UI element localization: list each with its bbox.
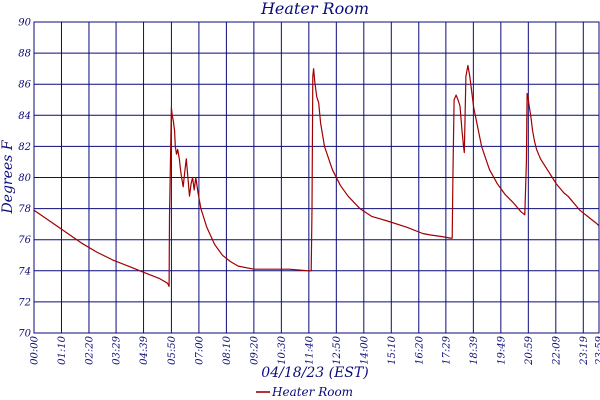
x-tick-label: 02:20	[84, 335, 95, 364]
x-tick-label: 17:29	[441, 335, 452, 364]
series-group	[33, 64, 600, 287]
y-tick-label: 76	[18, 235, 31, 246]
x-tick-label: 14:00	[359, 335, 370, 364]
y-tick-label: 78	[18, 204, 31, 215]
legend: Heater Room	[256, 385, 353, 399]
x-tick-label: 00:00	[30, 335, 41, 364]
y-tick-label: 84	[18, 111, 31, 122]
x-tick-label: 20:59	[524, 335, 535, 365]
x-tick-label: 05:50	[167, 335, 178, 364]
x-tick-label: 16:20	[414, 335, 425, 364]
x-tick-label: 04:39	[139, 335, 150, 364]
legend-label: Heater Room	[271, 385, 353, 399]
y-tick-label: 70	[18, 329, 31, 340]
x-tick-label: 12:50	[332, 335, 343, 364]
x-tick-label: 01:10	[57, 335, 68, 364]
y-tick-label: 86	[18, 80, 31, 91]
plot-frame	[33, 21, 600, 334]
y-tick-label: 88	[18, 49, 31, 60]
chart-title: Heater Room	[260, 0, 369, 18]
x-tick-label: 03:29	[112, 335, 123, 364]
x-tick-labels: 00:00 01:10 02:20 03:29 04:39 05:50 07:00 08:10…	[30, 335, 600, 365]
x-tick-label: 19:49	[496, 335, 507, 364]
y-tick-label: 90	[18, 18, 31, 29]
x-tick-label: 15:10	[387, 335, 398, 364]
x-tick-label: 18:39	[469, 335, 480, 364]
x-tick-label: 09:20	[249, 335, 260, 364]
y-tick-label: 72	[18, 297, 31, 308]
y-axis-label: Degrees F	[0, 139, 16, 214]
x-tick-label: 23:19	[579, 335, 590, 365]
series-line-heater-room	[33, 64, 600, 287]
x-tick-label: 08:10	[222, 335, 233, 364]
x-axis-label: 04/18/23 (EST)	[261, 365, 368, 381]
grid	[33, 21, 600, 334]
y-tick-label: 80	[18, 173, 31, 184]
x-tick-label: 23:59	[595, 335, 600, 365]
y-tick-labels: 70 72 74 76 78 80 82 84 86 88 90	[18, 18, 31, 340]
y-tick-label: 82	[18, 142, 31, 153]
x-tick-label: 07:00	[194, 335, 205, 364]
x-tick-label: 22:09	[551, 335, 562, 365]
y-tick-label: 74	[18, 266, 31, 277]
x-tick-label: 11:40	[304, 335, 315, 364]
x-tick-label: 10:30	[277, 335, 288, 364]
